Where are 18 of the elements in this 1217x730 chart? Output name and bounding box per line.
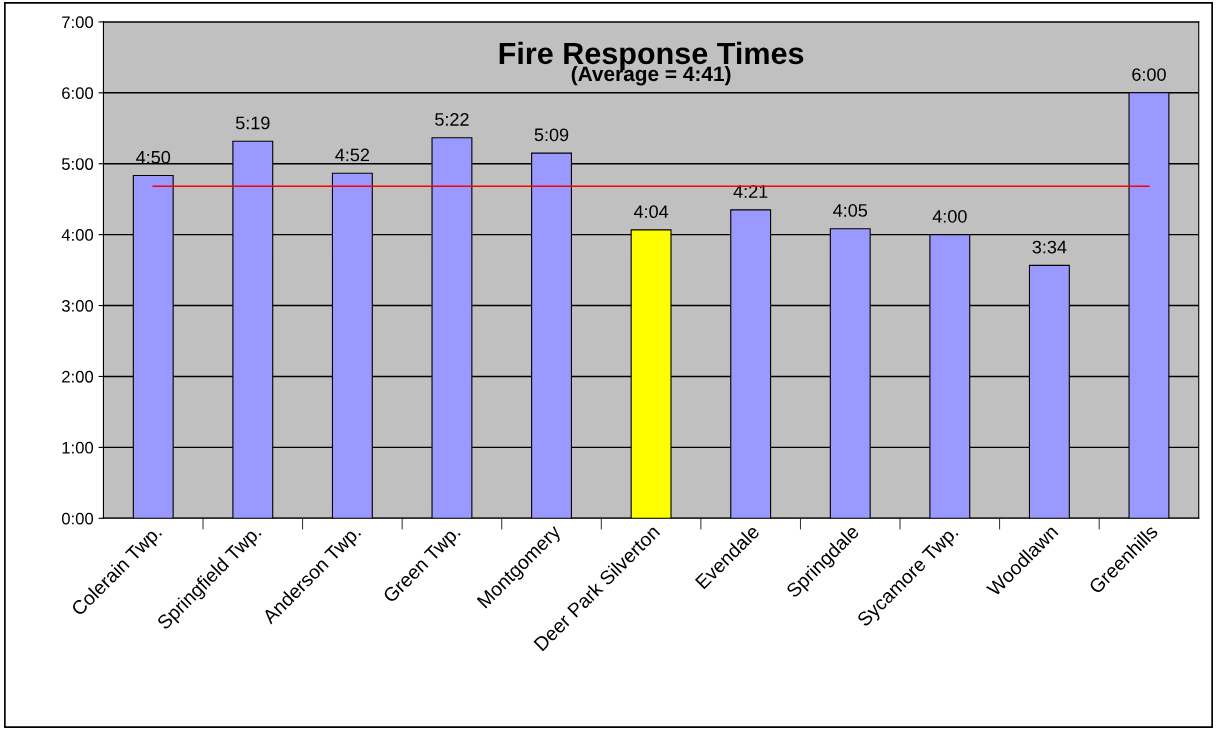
y-tick-label: 7:00	[62, 16, 94, 29]
data-label: 4:52	[335, 148, 370, 162]
y-tick-label: 4:00	[61, 229, 94, 241]
data-label: 3:34	[1032, 240, 1067, 254]
data-label: 4:00	[932, 209, 967, 223]
data-label: 4:04	[633, 205, 669, 219]
y-tick-label: 6:00	[62, 87, 94, 100]
y-tick-label: 3:00	[61, 299, 94, 312]
data-label: 6:00	[1132, 68, 1166, 81]
y-tick-label: 2:00	[62, 370, 94, 383]
data-label: 5:09	[534, 128, 569, 142]
y-tick-label: 5:00	[61, 158, 94, 170]
y-tick-label: 0:00	[61, 512, 94, 525]
data-label: 4:05	[833, 204, 868, 217]
data-label: 4:50	[136, 150, 171, 164]
data-label: 5:19	[235, 116, 270, 130]
y-tick-label: 1:00	[62, 441, 94, 454]
data-label: 5:22	[435, 113, 469, 126]
